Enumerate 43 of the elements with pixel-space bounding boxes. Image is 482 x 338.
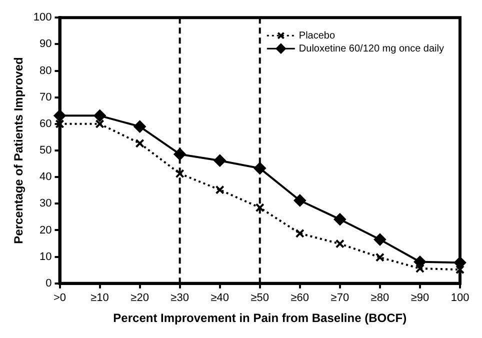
x-tick-label: 100: [450, 292, 470, 304]
x-tick-label: ≥10: [90, 292, 109, 304]
x-tick-label: ≥70: [330, 292, 350, 304]
x-tick-label: ≥90: [410, 292, 430, 304]
point: [335, 239, 344, 248]
legend-label: Placebo: [298, 30, 336, 42]
y-tick-label: 40: [40, 171, 52, 184]
y-tick-label: 60: [40, 118, 52, 130]
x-tick-label: ≥80: [370, 292, 390, 304]
y-tick-label: 50: [40, 144, 52, 157]
point: [255, 203, 264, 212]
point: [55, 119, 64, 128]
point: [375, 252, 384, 262]
point: [214, 154, 226, 167]
x-tick-label: ≥50: [250, 292, 270, 304]
point: [294, 194, 306, 206]
y-tick-label: 90: [40, 38, 52, 50]
point: [94, 110, 106, 122]
x-tick-label: ≥20: [130, 292, 149, 304]
point: [175, 169, 184, 178]
x-tick-label: ≥30: [170, 292, 189, 304]
y-tick-label: 0: [46, 277, 52, 290]
y-tick-label: 70: [40, 91, 52, 104]
point: [95, 119, 104, 128]
x-axis-title: Percent Improvement in Pain from Baseline (BOCF): [113, 311, 407, 326]
point: [374, 234, 386, 246]
y-axis-title: Percentage of Patients Improved: [12, 57, 26, 244]
point: [135, 138, 144, 148]
point: [215, 185, 224, 194]
y-tick-label: 10: [40, 250, 52, 263]
y-tick-label: 30: [40, 198, 52, 210]
legend-label: Duloxetine 60/120 mg once daily: [298, 43, 444, 54]
point: [334, 213, 346, 226]
x-tick-label: ≥40: [210, 292, 229, 304]
y-tick-label: 100: [33, 12, 52, 24]
y-tick-label: 80: [40, 64, 52, 77]
x-tick-label: >0: [53, 292, 66, 304]
point: [414, 256, 426, 268]
point: [134, 120, 146, 133]
point: [295, 228, 304, 238]
point: [415, 264, 425, 274]
x-tick-label: ≥60: [290, 292, 310, 304]
y-tick-label: 20: [40, 224, 52, 236]
